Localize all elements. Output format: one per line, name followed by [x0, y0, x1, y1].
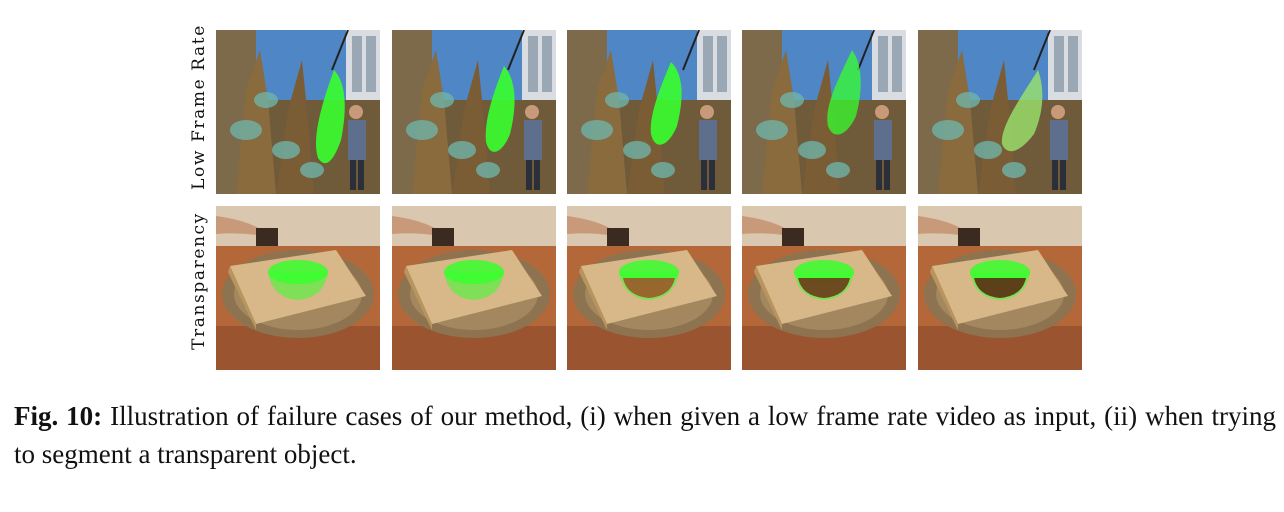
transparency-frame-5 [918, 206, 1082, 370]
low-frame-rate-frame-3 [567, 30, 731, 194]
transparency-frame-4 [742, 206, 906, 370]
row-label-transparency: Transparency [189, 212, 209, 350]
transparency-frame-2 [392, 206, 556, 370]
figure-caption: Fig. 10: Illustration of failure cases o… [14, 397, 1276, 473]
caption-text: Illustration of failure cases of our met… [14, 401, 1276, 469]
transparency-frame-1 [216, 206, 380, 370]
low-frame-rate-frame-1 [216, 30, 380, 194]
low-frame-rate-frame-4 [742, 30, 906, 194]
transparency-frame-3 [567, 206, 731, 370]
low-frame-rate-frame-2 [392, 30, 556, 194]
row-label-low-frame-rate: Low Frame Rate [189, 24, 209, 190]
figure-number: Fig. 10: [14, 401, 103, 431]
low-frame-rate-frame-5 [918, 30, 1082, 194]
